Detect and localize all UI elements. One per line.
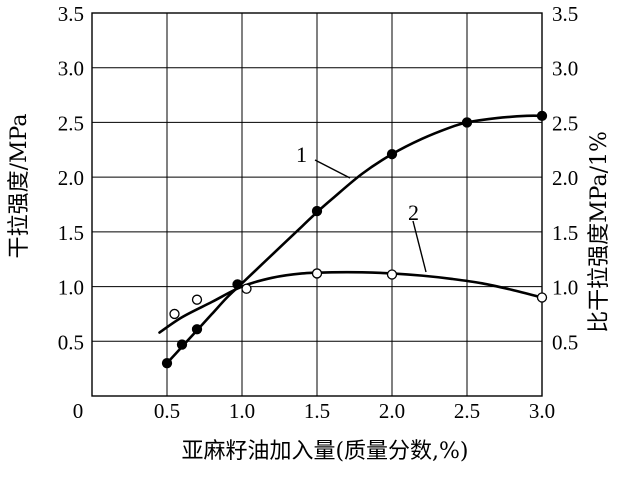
series-1-point — [461, 117, 473, 128]
left-y-tick-labels: 0.5 1.0 1.5 2.0 2.5 3.0 3.5 — [58, 2, 84, 354]
right-y-tick-label: 1.0 — [552, 276, 578, 300]
curve-1-label: 1 — [296, 142, 307, 167]
series-2-point — [311, 268, 323, 279]
left-y-tick-label: 2.5 — [58, 111, 84, 135]
right-y-tick-label: 3.0 — [552, 57, 578, 81]
series-2-point — [191, 294, 203, 305]
series-1-point — [176, 339, 188, 350]
series-2-point — [536, 292, 548, 303]
series-curves — [158, 114, 544, 365]
left-y-tick-label: 3.5 — [58, 2, 84, 26]
x-tick-label: 0.5 — [154, 399, 180, 423]
x-tick-labels: 0 0.5 1.0 1.5 2.0 2.5 3.0 — [73, 399, 555, 423]
right-y-axis-title: 比干拉强度MPa/1% — [587, 131, 612, 333]
series-2-line — [158, 270, 544, 334]
x-tick-label: 2.5 — [454, 399, 480, 423]
right-y-tick-labels: 0.5 1.0 1.5 2.0 2.5 3.0 3.5 — [552, 2, 578, 354]
left-y-axis-title: 干拉强度/MPa — [7, 114, 32, 259]
series-1-point — [161, 358, 173, 369]
curve-2-label: 2 — [408, 200, 419, 225]
x-tick-label: 2.0 — [379, 399, 405, 423]
series-2-point — [169, 308, 180, 320]
series-1-point — [536, 110, 548, 122]
x-axis-title: 亚麻籽油加入量(质量分数,%) — [181, 439, 468, 464]
right-y-tick-label: 0.5 — [552, 330, 578, 354]
left-y-tick-label: 2.0 — [58, 166, 84, 190]
left-y-tick-label: 0.5 — [58, 330, 84, 354]
series-1-line — [165, 114, 544, 365]
left-y-tick-label: 1.5 — [58, 221, 84, 245]
right-y-tick-label: 2.0 — [552, 166, 578, 190]
left-y-tick-label: 1.0 — [58, 276, 84, 300]
series-2-point — [241, 283, 252, 294]
series-2-point — [386, 269, 398, 280]
series-1-point — [386, 149, 398, 160]
x-tick-label: 3.0 — [529, 399, 555, 423]
right-y-tick-label: 2.5 — [552, 111, 578, 135]
curve-1-leader — [314, 159, 351, 179]
x-tick-label: 1.0 — [229, 399, 255, 423]
series-1-point — [232, 279, 243, 290]
series-1-point — [311, 205, 323, 217]
right-y-tick-label: 1.5 — [552, 221, 578, 245]
x-tick-label: 0 — [73, 399, 84, 423]
series-1-point — [191, 324, 203, 335]
series-markers — [161, 110, 548, 369]
right-y-tick-label: 3.5 — [552, 2, 578, 26]
curve-2-leader — [412, 220, 427, 273]
left-y-tick-label: 3.0 — [58, 57, 84, 81]
x-tick-label: 1.5 — [304, 399, 330, 423]
grid — [92, 13, 542, 396]
